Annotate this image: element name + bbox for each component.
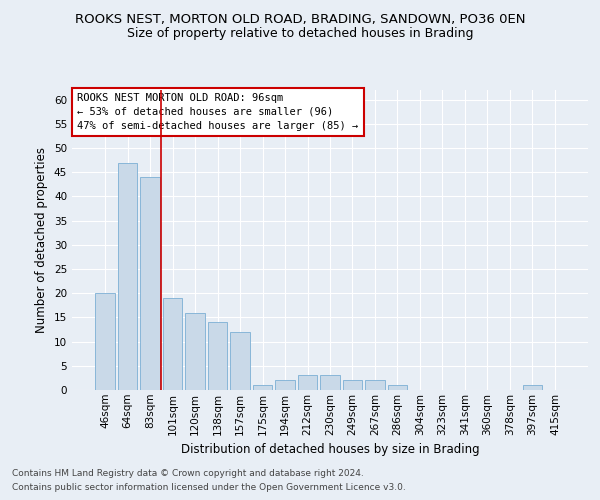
Bar bbox=[388, 385, 407, 390]
Bar bbox=[320, 376, 340, 390]
Bar bbox=[118, 162, 137, 390]
Bar bbox=[95, 293, 115, 390]
X-axis label: Distribution of detached houses by size in Brading: Distribution of detached houses by size … bbox=[181, 443, 479, 456]
Text: Contains public sector information licensed under the Open Government Licence v3: Contains public sector information licen… bbox=[12, 484, 406, 492]
Text: ROOKS NEST MORTON OLD ROAD: 96sqm
← 53% of detached houses are smaller (96)
47% : ROOKS NEST MORTON OLD ROAD: 96sqm ← 53% … bbox=[77, 93, 358, 131]
Bar bbox=[298, 376, 317, 390]
Bar bbox=[185, 312, 205, 390]
Bar bbox=[343, 380, 362, 390]
Bar bbox=[365, 380, 385, 390]
Text: Contains HM Land Registry data © Crown copyright and database right 2024.: Contains HM Land Registry data © Crown c… bbox=[12, 468, 364, 477]
Bar bbox=[523, 385, 542, 390]
Bar bbox=[163, 298, 182, 390]
Bar bbox=[208, 322, 227, 390]
Bar bbox=[253, 385, 272, 390]
Text: ROOKS NEST, MORTON OLD ROAD, BRADING, SANDOWN, PO36 0EN: ROOKS NEST, MORTON OLD ROAD, BRADING, SA… bbox=[75, 12, 525, 26]
Text: Size of property relative to detached houses in Brading: Size of property relative to detached ho… bbox=[127, 28, 473, 40]
Bar bbox=[230, 332, 250, 390]
Bar bbox=[275, 380, 295, 390]
Y-axis label: Number of detached properties: Number of detached properties bbox=[35, 147, 49, 333]
Bar bbox=[140, 177, 160, 390]
